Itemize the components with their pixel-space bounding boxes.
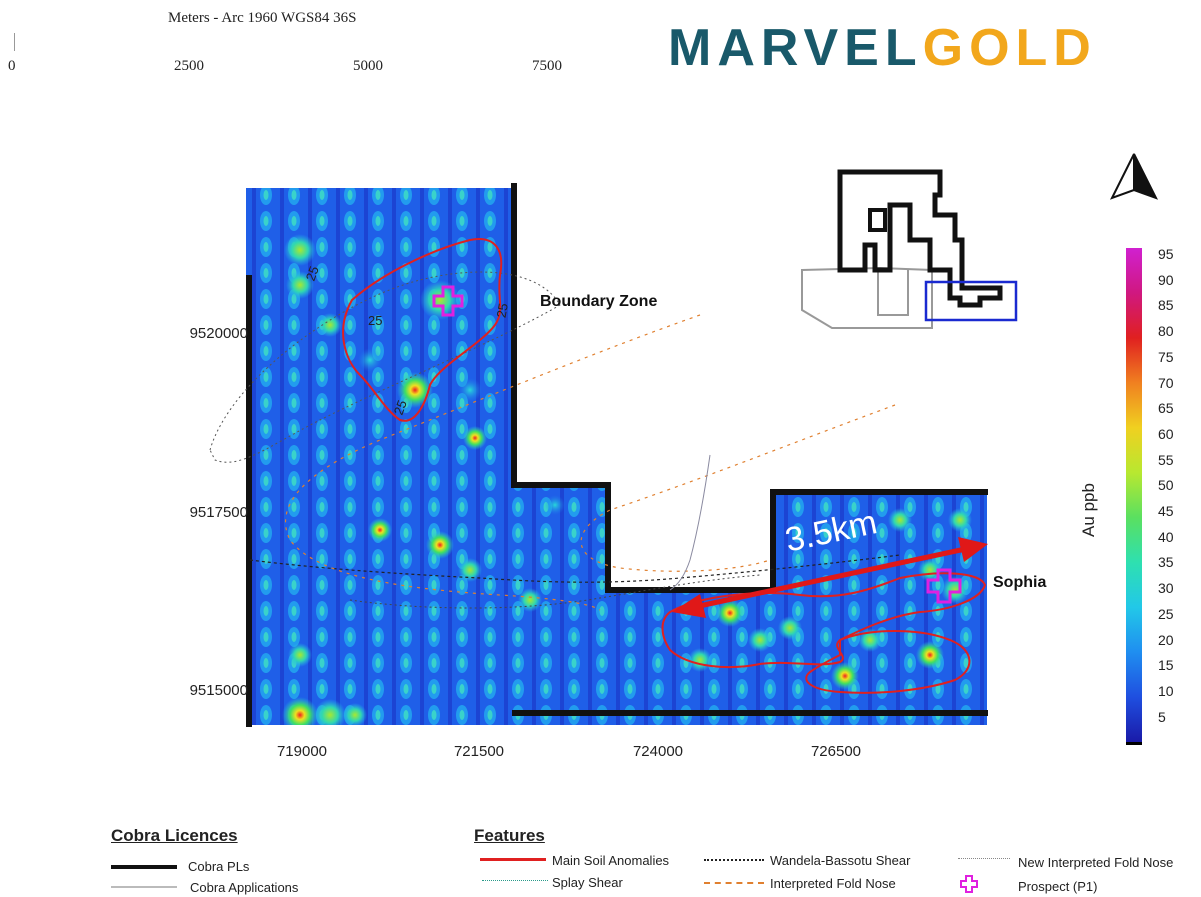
label-sophia: Sophia xyxy=(993,574,1047,591)
legend-prospect-p1: Prospect (P1) xyxy=(1018,879,1098,894)
legend-features-title: Features xyxy=(474,826,545,845)
colorbar-tick-90: 90 xyxy=(1158,271,1174,288)
scale-bar-title: Meters - Arc 1960 WGS84 36S xyxy=(168,10,357,26)
colorbar-tick-85: 85 xyxy=(1158,297,1174,314)
colorbar-tick-25: 25 xyxy=(1158,605,1174,622)
cobra-pl-boundaries xyxy=(246,183,988,727)
soil-anomaly-boundary-zone xyxy=(342,238,503,422)
label-boundary-zone: Boundary Zone xyxy=(540,293,658,310)
legend-cobra-applications-swatch xyxy=(111,886,177,888)
legend-cobra-applications: Cobra Applications xyxy=(190,880,299,895)
splay-shear xyxy=(209,271,561,463)
logo-part-gold: GOLD xyxy=(922,19,1097,77)
colorbar-tick-80: 80 xyxy=(1158,323,1174,340)
y-axis-label-9515000: 9515000 xyxy=(189,682,248,699)
legend-cobra-pls: Cobra PLs xyxy=(188,859,250,874)
legend-splay-shear: Splay Shear xyxy=(552,875,623,890)
contour-label-4: 25 xyxy=(493,302,511,319)
scale-bar-tick-mark xyxy=(14,33,15,51)
new-interpreted-fold-nose xyxy=(669,454,711,591)
x-axis-label-721500: 721500 xyxy=(453,743,505,760)
legend-new-fold-nose-swatch xyxy=(958,858,1010,859)
legend-wandela-swatch xyxy=(704,859,764,861)
x-axis-label-726500: 726500 xyxy=(810,743,862,760)
legend-wandela-bassotu-shear: Wandela-Bassotu Shear xyxy=(770,853,911,868)
north-arrow-icon xyxy=(1109,153,1159,200)
colorbar-tick-70: 70 xyxy=(1158,374,1174,391)
marvel-gold-logo: MARVELGOLD xyxy=(668,20,1097,76)
colorbar-tick-5: 5 xyxy=(1158,708,1166,725)
soil-anomaly-sophia-2 xyxy=(805,630,971,694)
legend-soil-anomaly-swatch xyxy=(480,858,546,861)
au-ppb-colorbar xyxy=(1126,248,1142,745)
wandela-bassotu-shear xyxy=(249,554,901,583)
colorbar-tick-20: 20 xyxy=(1158,631,1174,648)
colorbar-tick-60: 60 xyxy=(1158,425,1174,442)
soil-anomaly-sophia-1 xyxy=(661,572,987,669)
legend-splay-shear-swatch xyxy=(482,880,548,881)
colorbar-tick-55: 55 xyxy=(1158,451,1174,468)
colorbar-tick-75: 75 xyxy=(1158,348,1174,365)
legend-interpreted-fold-nose: Interpreted Fold Nose xyxy=(770,876,896,891)
y-axis-label-9517500: 9517500 xyxy=(189,504,248,521)
colorbar-tick-15: 15 xyxy=(1158,657,1174,674)
scale-tick-2500: 2500 xyxy=(174,58,204,74)
legend-licences-title: Cobra Licences xyxy=(111,826,238,845)
interpreted-fold-nose-2 xyxy=(580,404,896,572)
colorbar-tick-40: 40 xyxy=(1158,528,1174,545)
prospect-marker-sophia xyxy=(926,568,962,604)
legend-new-interpreted-fold-nose: New Interpreted Fold Nose xyxy=(1018,855,1174,870)
legend-cobra-pl-swatch xyxy=(111,865,177,869)
logo-part-marvel: MARVEL xyxy=(668,19,923,77)
scale-tick-5000: 5000 xyxy=(353,58,383,74)
colorbar-tick-10: 10 xyxy=(1158,682,1174,699)
distance-arrow xyxy=(672,537,988,618)
colorbar-tick-35: 35 xyxy=(1158,554,1174,571)
location-inset-map xyxy=(801,169,1018,329)
colorbar-tick-30: 30 xyxy=(1158,580,1174,597)
interpreted-fold-nose-1 xyxy=(284,314,701,611)
colorbar-tick-65: 65 xyxy=(1158,400,1174,417)
colorbar-title: Au ppb xyxy=(1078,483,1098,537)
x-axis-label-724000: 724000 xyxy=(632,743,684,760)
contour-label-2: 25 xyxy=(368,313,383,328)
colorbar-tick-95: 95 xyxy=(1158,246,1174,262)
colorbar-tick-45: 45 xyxy=(1158,503,1174,519)
x-axis-label-719000: 719000 xyxy=(276,743,328,760)
legend-main-soil-anomalies: Main Soil Anomalies xyxy=(552,853,670,868)
prospect-marker-boundary-zone xyxy=(432,285,464,317)
scale-tick-0: 0 xyxy=(8,58,16,74)
legend-fold-nose-swatch xyxy=(704,882,764,884)
prospect-icon xyxy=(960,875,978,893)
y-axis-label-9520000: 9520000 xyxy=(189,325,248,342)
colorbar-tick-50: 50 xyxy=(1158,477,1174,494)
scale-tick-7500: 7500 xyxy=(532,58,562,74)
